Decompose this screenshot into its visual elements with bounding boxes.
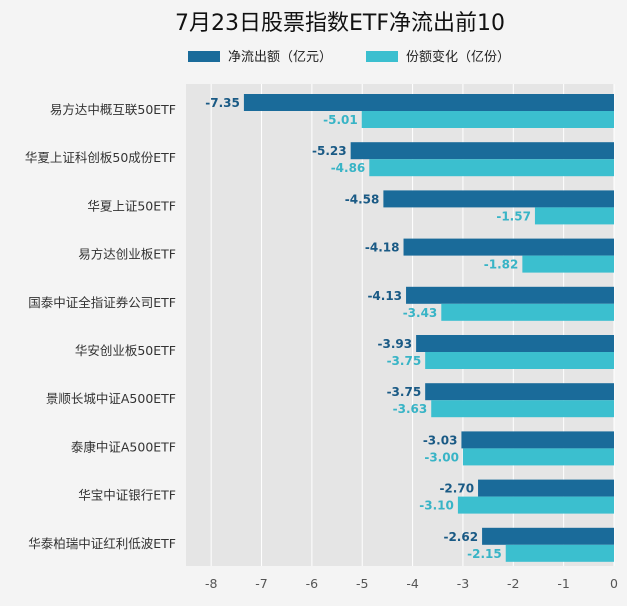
bar-share-change	[361, 111, 614, 128]
data-label-share-change: -1.82	[484, 258, 519, 272]
category-label: 易方达创业板ETF	[78, 247, 176, 262]
data-label-share-change: -4.86	[331, 161, 366, 175]
data-label-net-outflow: -5.23	[312, 144, 347, 158]
bars: -7.35 -5.01 -5.23 -4.86 -4.58 -1.57 -4.18 -1.82…	[205, 94, 614, 562]
data-label-share-change: -2.15	[467, 547, 502, 561]
x-tick-label: 0	[610, 576, 618, 591]
category-label: 华夏上证50ETF	[87, 198, 176, 213]
bar-net-outflow	[383, 190, 614, 208]
category-label: 泰康中证A500ETF	[71, 439, 176, 454]
data-label-share-change: -3.63	[393, 402, 428, 416]
bar-net-outflow	[406, 286, 614, 304]
bar-share-change	[425, 352, 614, 369]
x-tick-label: -8	[205, 576, 218, 591]
bar-share-change	[431, 400, 614, 418]
category-label: 国泰中证全指证券公司ETF	[28, 295, 176, 310]
category-label: 华泰柏瑞中证红利低波ETF	[28, 536, 176, 551]
data-label-net-outflow: -4.58	[345, 192, 380, 206]
legend-label: 份额变化（亿份）	[406, 49, 510, 65]
data-label-net-outflow: -3.93	[378, 337, 413, 351]
data-label-share-change: -3.10	[419, 499, 454, 513]
legend-label: 净流出额（亿元）	[228, 50, 332, 65]
x-axis-ticks: -8 -7 -6 -5 -4 -3 -2 -1 0	[205, 576, 618, 591]
data-label-share-change: -5.01	[323, 113, 358, 127]
legend: 净流出额（亿元） 份额变化（亿份）	[188, 49, 510, 65]
bar-share-change	[369, 159, 614, 177]
x-tick-label: -7	[255, 576, 267, 591]
bar-net-outflow	[482, 527, 614, 545]
category-label: 华夏上证科创板50成份ETF	[25, 150, 176, 165]
bar-net-outflow	[461, 431, 614, 449]
data-label-net-outflow: -4.13	[367, 289, 402, 303]
bar-net-outflow	[416, 335, 614, 352]
data-label-share-change: -3.75	[387, 354, 422, 368]
bar-share-change	[462, 448, 614, 466]
bar-net-outflow	[425, 383, 614, 401]
data-label-net-outflow: -4.18	[365, 241, 400, 255]
bar-share-change	[457, 496, 614, 514]
data-label-share-change: -3.43	[403, 306, 438, 320]
legend-swatch	[188, 51, 220, 62]
x-tick-label: -1	[557, 576, 569, 591]
data-label-net-outflow: -2.70	[439, 482, 474, 496]
bar-share-change	[441, 303, 614, 321]
data-label-share-change: -1.57	[496, 209, 531, 223]
bar-net-outflow	[403, 238, 614, 256]
bar-share-change	[522, 255, 614, 273]
category-label: 华安创业板50ETF	[75, 343, 176, 358]
category-label: 华宝中证银行ETF	[78, 488, 176, 503]
x-tick-label: -6	[306, 576, 319, 591]
bar-share-change	[534, 207, 614, 225]
bar-net-outflow	[478, 479, 614, 497]
category-label: 景顺长城中证A500ETF	[46, 391, 176, 406]
x-tick-label: -4	[406, 576, 419, 591]
x-tick-label: -2	[507, 576, 519, 591]
x-tick-label: -3	[457, 576, 469, 591]
bar-net-outflow	[350, 142, 614, 160]
data-label-net-outflow: -3.75	[387, 385, 422, 399]
bar-net-outflow	[243, 94, 614, 111]
legend-swatch	[366, 51, 398, 62]
data-label-net-outflow: -2.62	[443, 530, 478, 544]
bar-share-change	[505, 544, 614, 562]
data-label-net-outflow: -7.35	[205, 96, 240, 110]
x-tick-label: -5	[356, 576, 368, 591]
category-label: 易方达中概互联50ETF	[50, 102, 176, 117]
data-label-net-outflow: -3.03	[423, 433, 458, 447]
chart-title: 7月23日股票指数ETF净流出前10	[175, 11, 505, 36]
category-labels: 易方达中概互联50ETF 华夏上证科创板50成份ETF 华夏上证50ETF 易方达创业…	[25, 102, 176, 551]
data-label-share-change: -3.00	[424, 450, 459, 464]
